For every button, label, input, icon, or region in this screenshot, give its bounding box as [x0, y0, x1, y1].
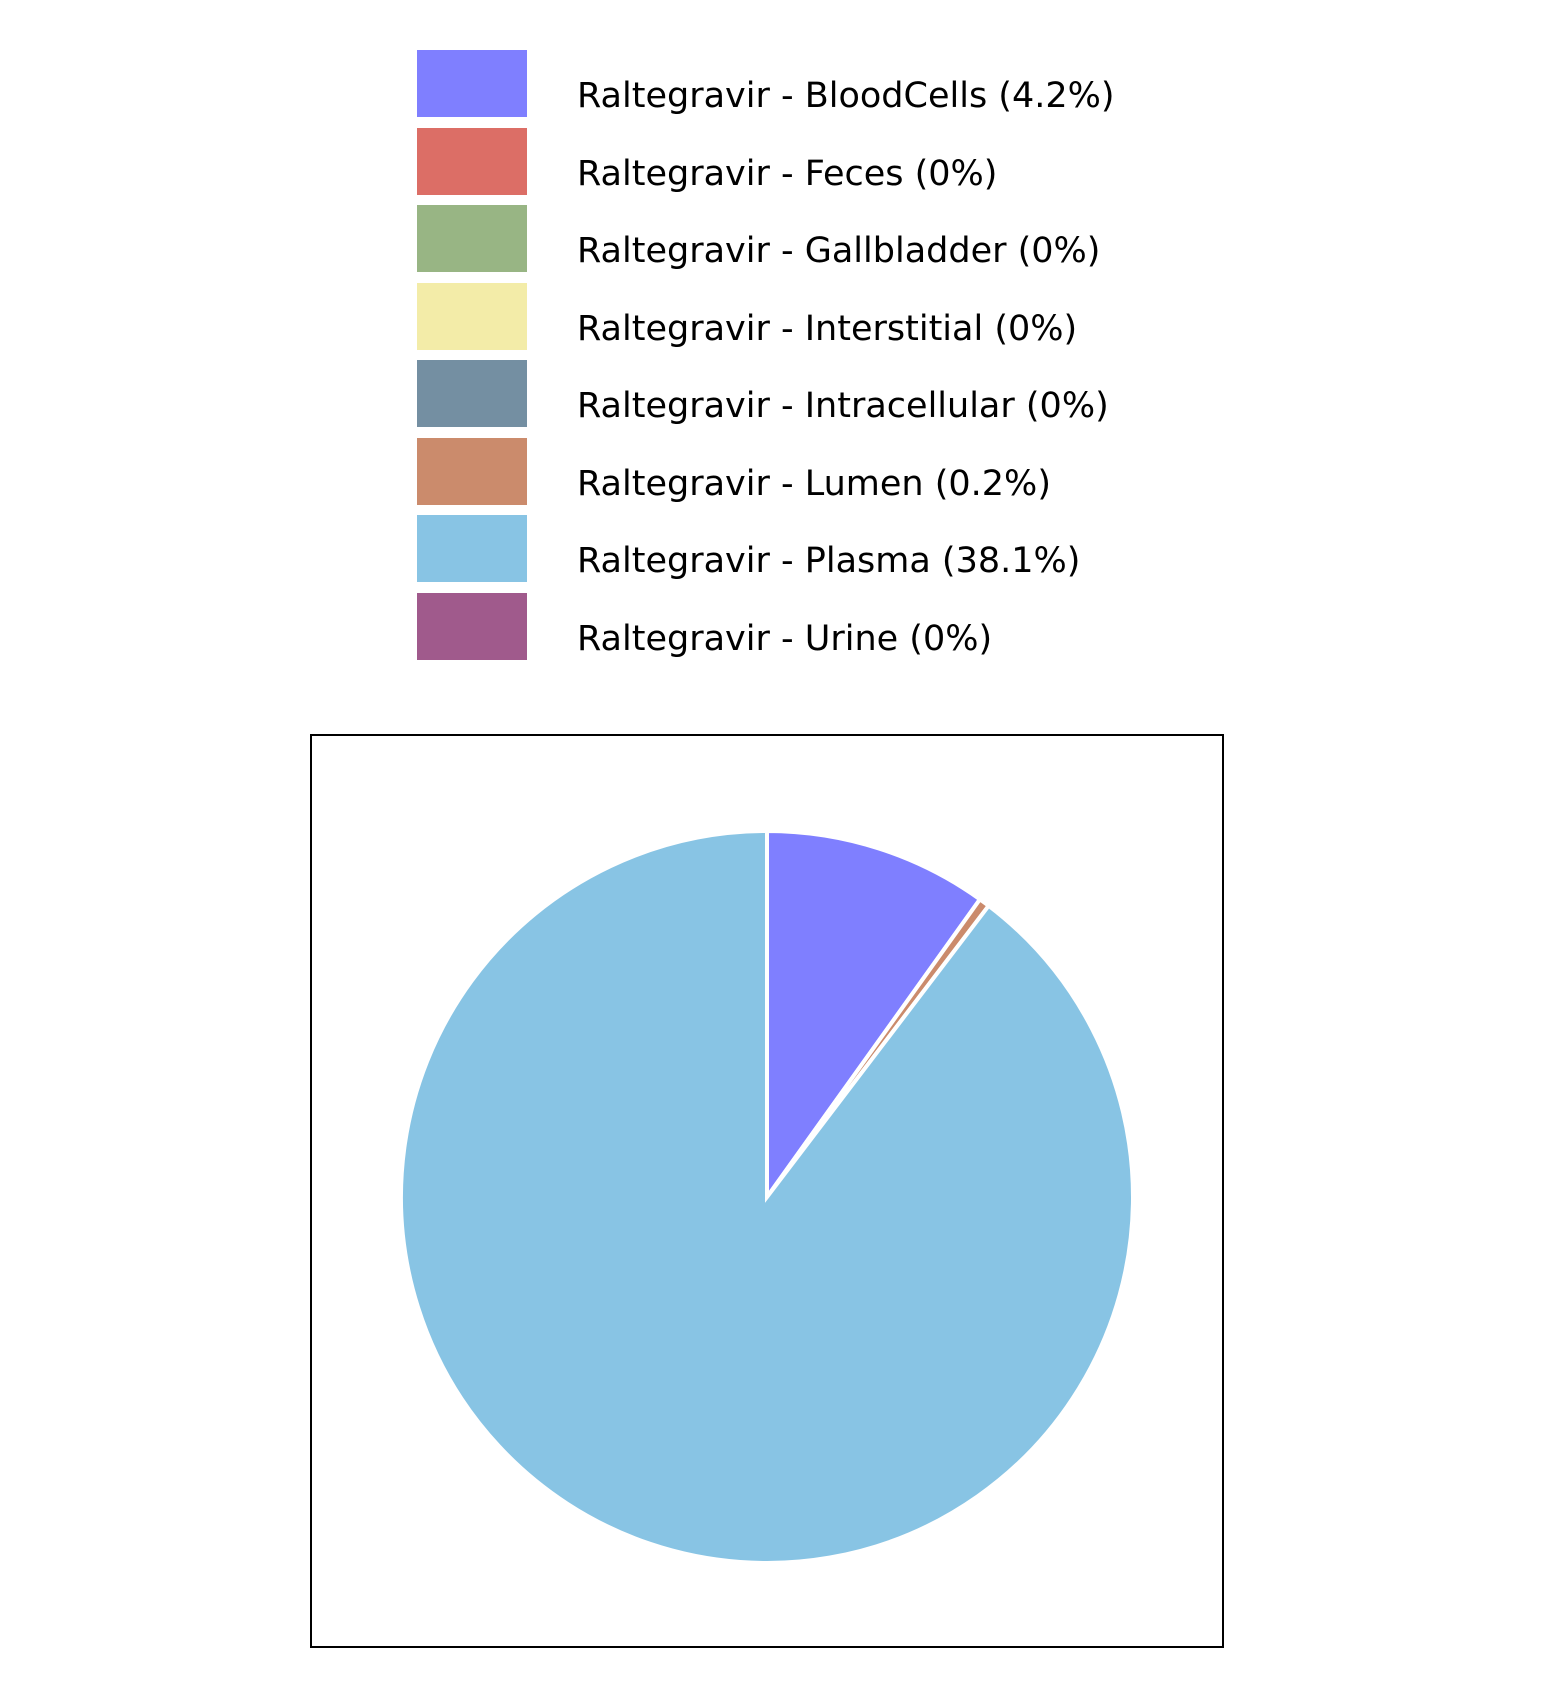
- legend-item-lumen: Raltegravir - Lumen (0.2%): [417, 437, 1177, 505]
- legend-swatch-feces: [417, 127, 527, 195]
- legend-swatch-urine: [417, 592, 527, 660]
- pie-slice-plasma: [399, 828, 1135, 1565]
- pie-chart: [399, 828, 1135, 1565]
- legend-label-plasma: Raltegravir - Plasma (38.1%): [577, 541, 1081, 581]
- legend-item-bloodcells: Raltegravir - BloodCells (4.2%): [417, 50, 1177, 117]
- legend-swatch-plasma: [417, 515, 527, 582]
- legend-item-urine: Raltegravir - Urine (0%): [417, 592, 1177, 660]
- legend-label-gallbladder: Raltegravir - Gallbladder (0%): [577, 231, 1101, 271]
- legend-item-plasma: Raltegravir - Plasma (38.1%): [417, 515, 1177, 582]
- pie-plot-area: [310, 734, 1224, 1648]
- pie-slice-bloodcells: [765, 828, 983, 1204]
- chart-legend: Raltegravir - BloodCells (4.2%) Raltegra…: [417, 50, 1177, 670]
- legend-swatch-bloodcells: [417, 50, 527, 117]
- legend-swatch-lumen: [417, 437, 527, 505]
- legend-swatch-interstitial: [417, 282, 527, 350]
- legend-label-intracellular: Raltegravir - Intracellular (0%): [577, 386, 1109, 426]
- legend-item-intracellular: Raltegravir - Intracellular (0%): [417, 360, 1177, 427]
- legend-item-feces: Raltegravir - Feces (0%): [417, 127, 1177, 195]
- legend-label-lumen: Raltegravir - Lumen (0.2%): [577, 463, 1051, 504]
- legend-label-bloodcells: Raltegravir - BloodCells (4.2%): [577, 76, 1115, 116]
- legend-label-interstitial: Raltegravir - Interstitial (0%): [577, 308, 1078, 349]
- legend-swatch-gallbladder: [417, 205, 527, 272]
- legend-item-gallbladder: Raltegravir - Gallbladder (0%): [417, 205, 1177, 272]
- legend-label-feces: Raltegravir - Feces (0%): [577, 153, 998, 194]
- legend-label-urine: Raltegravir - Urine (0%): [577, 618, 993, 659]
- legend-item-interstitial: Raltegravir - Interstitial (0%): [417, 282, 1177, 350]
- legend-swatch-intracellular: [417, 360, 527, 427]
